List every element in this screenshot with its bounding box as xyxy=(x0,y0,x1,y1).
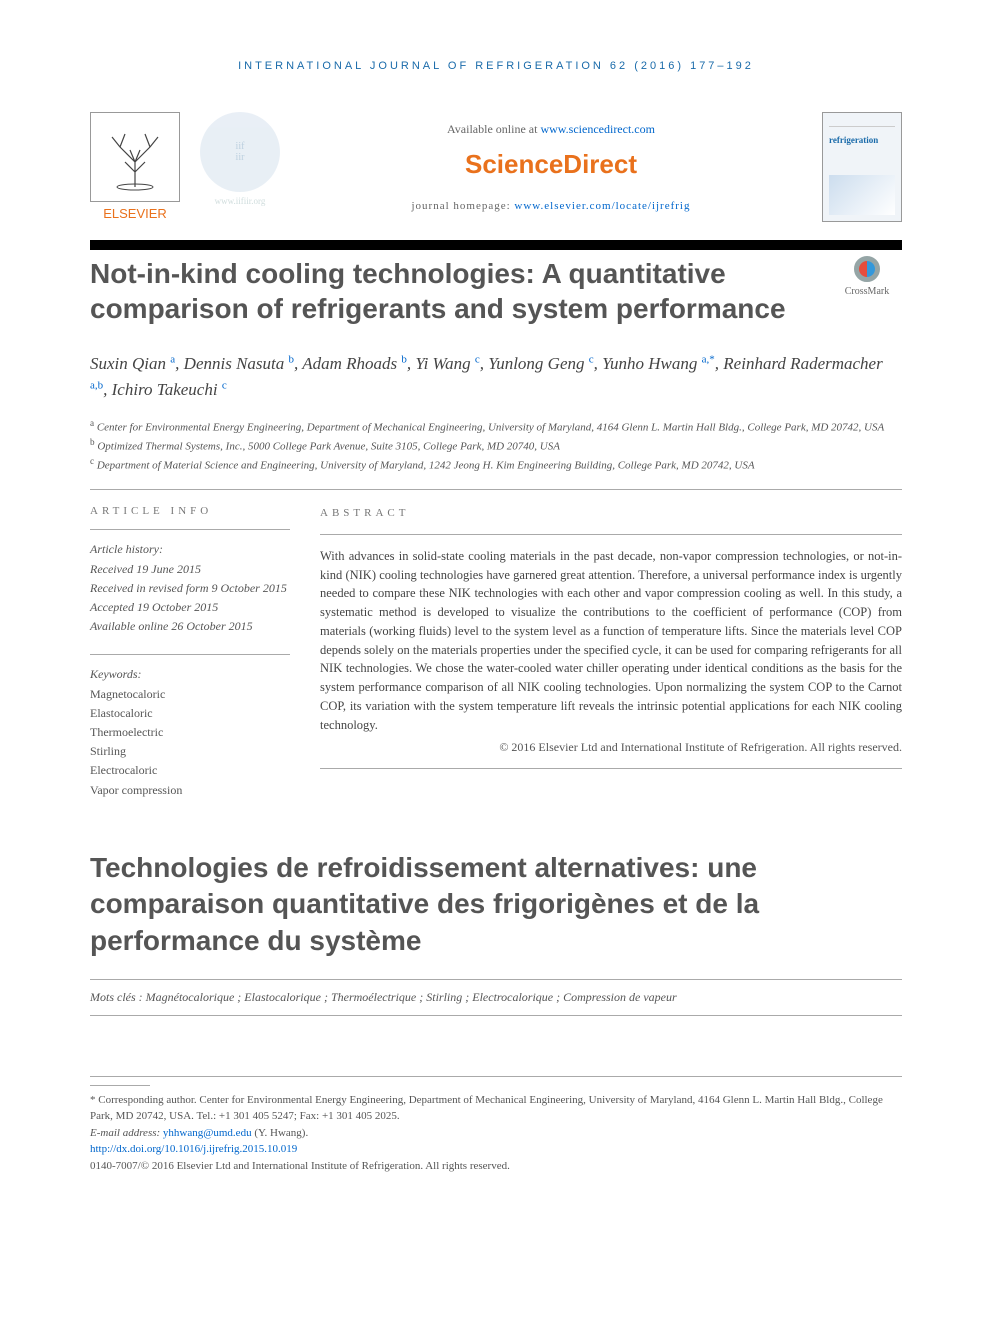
sciencedirect-logo: ScienceDirect xyxy=(300,149,802,180)
abstract-text: With advances in solid-state cooling mat… xyxy=(320,547,902,735)
history-received: Received 19 June 2015 xyxy=(90,560,290,579)
journal-cover: refrigeration xyxy=(822,112,902,222)
journal-homepage: journal homepage: www.elsevier.com/locat… xyxy=(300,200,802,212)
authors: Suxin Qian a, Dennis Nasuta b, Adam Rhoa… xyxy=(90,351,902,402)
article-title: Not-in-kind cooling technologies: A quan… xyxy=(90,256,812,326)
email-link[interactable]: yhhwang@umd.edu xyxy=(163,1127,252,1139)
keyword: Magnetocaloric xyxy=(90,685,290,704)
iifiir-url: www.iifiir.org xyxy=(200,196,280,206)
article-history: Article history: Received 19 June 2015 R… xyxy=(90,529,290,636)
mots-cles: Mots clés : Magnétocalorique ; Elastocal… xyxy=(90,979,902,1016)
cover-title: refrigeration xyxy=(829,135,895,145)
issn-copyright: 0140-7007/© 2016 Elsevier Ltd and Intern… xyxy=(90,1158,902,1175)
elsevier-name: ELSEVIER xyxy=(90,206,180,221)
keyword: Vapor compression xyxy=(90,781,290,800)
footer: * Corresponding author. Center for Envir… xyxy=(90,1076,902,1175)
affiliations: a Center for Environmental Energy Engine… xyxy=(90,417,902,474)
abstract-bottom-rule xyxy=(320,768,902,769)
iifiir-iif: iif xyxy=(236,141,245,152)
keyword: Electrocaloric xyxy=(90,761,290,780)
email-name: (Y. Hwang). xyxy=(252,1127,309,1139)
homepage-link[interactable]: www.elsevier.com/locate/ijrefrig xyxy=(514,200,690,212)
affiliation: c Department of Material Science and Eng… xyxy=(90,455,902,474)
history-label: Article history: xyxy=(90,540,290,559)
affiliation: b Optimized Thermal Systems, Inc., 5000 … xyxy=(90,436,902,455)
keyword: Elastocaloric xyxy=(90,704,290,723)
crossmark-badge[interactable]: CrossMark xyxy=(832,256,902,326)
elsevier-logo: ELSEVIER xyxy=(90,112,180,221)
iifiir-iir: iir xyxy=(236,152,245,163)
elsevier-tree-icon xyxy=(90,112,180,202)
affiliation: a Center for Environmental Energy Engine… xyxy=(90,417,902,436)
history-accepted: Accepted 19 October 2015 xyxy=(90,598,290,617)
title-rule xyxy=(90,240,902,250)
available-prefix: Available online at xyxy=(447,122,540,136)
article-info-label: ARTICLE INFO xyxy=(90,505,290,517)
running-head: international journal of refrigeration 6… xyxy=(90,60,902,72)
abstract-label: ABSTRACT xyxy=(320,505,902,522)
french-title: Technologies de refroidissement alternat… xyxy=(90,850,902,959)
iifiir-logo: iif iir www.iifiir.org xyxy=(200,112,280,206)
available-online: Available online at www.sciencedirect.co… xyxy=(300,122,802,137)
keywords-label: Keywords: xyxy=(90,665,290,684)
abstract-rule xyxy=(320,534,902,535)
email-label: E-mail address: xyxy=(90,1127,163,1139)
crossmark-label: CrossMark xyxy=(845,286,889,297)
masthead: ELSEVIER iif iir www.iifiir.org Availabl… xyxy=(90,102,902,232)
keyword: Thermoelectric xyxy=(90,723,290,742)
sciencedirect-link[interactable]: www.sciencedirect.com xyxy=(540,122,655,136)
homepage-prefix: journal homepage: xyxy=(412,200,515,212)
crossmark-icon xyxy=(854,256,880,282)
doi-link[interactable]: http://dx.doi.org/10.1016/j.ijrefrig.201… xyxy=(90,1143,297,1155)
history-online: Available online 26 October 2015 xyxy=(90,617,290,636)
history-revised: Received in revised form 9 October 2015 xyxy=(90,579,290,598)
corresponding-author: * Corresponding author. Center for Envir… xyxy=(90,1092,902,1125)
keyword: Stirling xyxy=(90,742,290,761)
divider xyxy=(90,489,902,490)
keywords: Keywords: MagnetocaloricElastocaloricThe… xyxy=(90,654,290,799)
copyright: © 2016 Elsevier Ltd and International In… xyxy=(320,738,902,756)
